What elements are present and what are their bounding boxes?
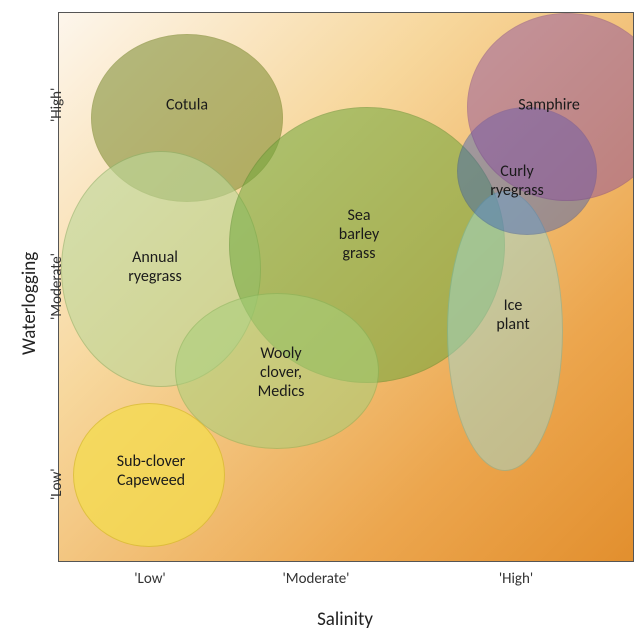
plot-area: CotulaAnnual ryegrassSea barley grassWoo… [58, 12, 634, 562]
x-axis-title: Salinity [317, 608, 373, 631]
x-tick-1: 'Moderate' [283, 570, 350, 588]
blob-wooly-clover [175, 293, 379, 449]
blob-ice-plant [447, 191, 563, 471]
blob-sub-clover [73, 403, 225, 547]
y-tick-2: 'High' [48, 88, 66, 122]
x-tick-0: 'Low' [134, 570, 166, 588]
x-tick-2: 'High' [499, 570, 533, 588]
y-axis-title: Waterlogging [18, 252, 41, 355]
figure-frame: CotulaAnnual ryegrassSea barley grassWoo… [0, 0, 640, 633]
y-tick-0: 'Low' [48, 468, 66, 500]
y-tick-1: 'Moderate' [48, 253, 66, 320]
